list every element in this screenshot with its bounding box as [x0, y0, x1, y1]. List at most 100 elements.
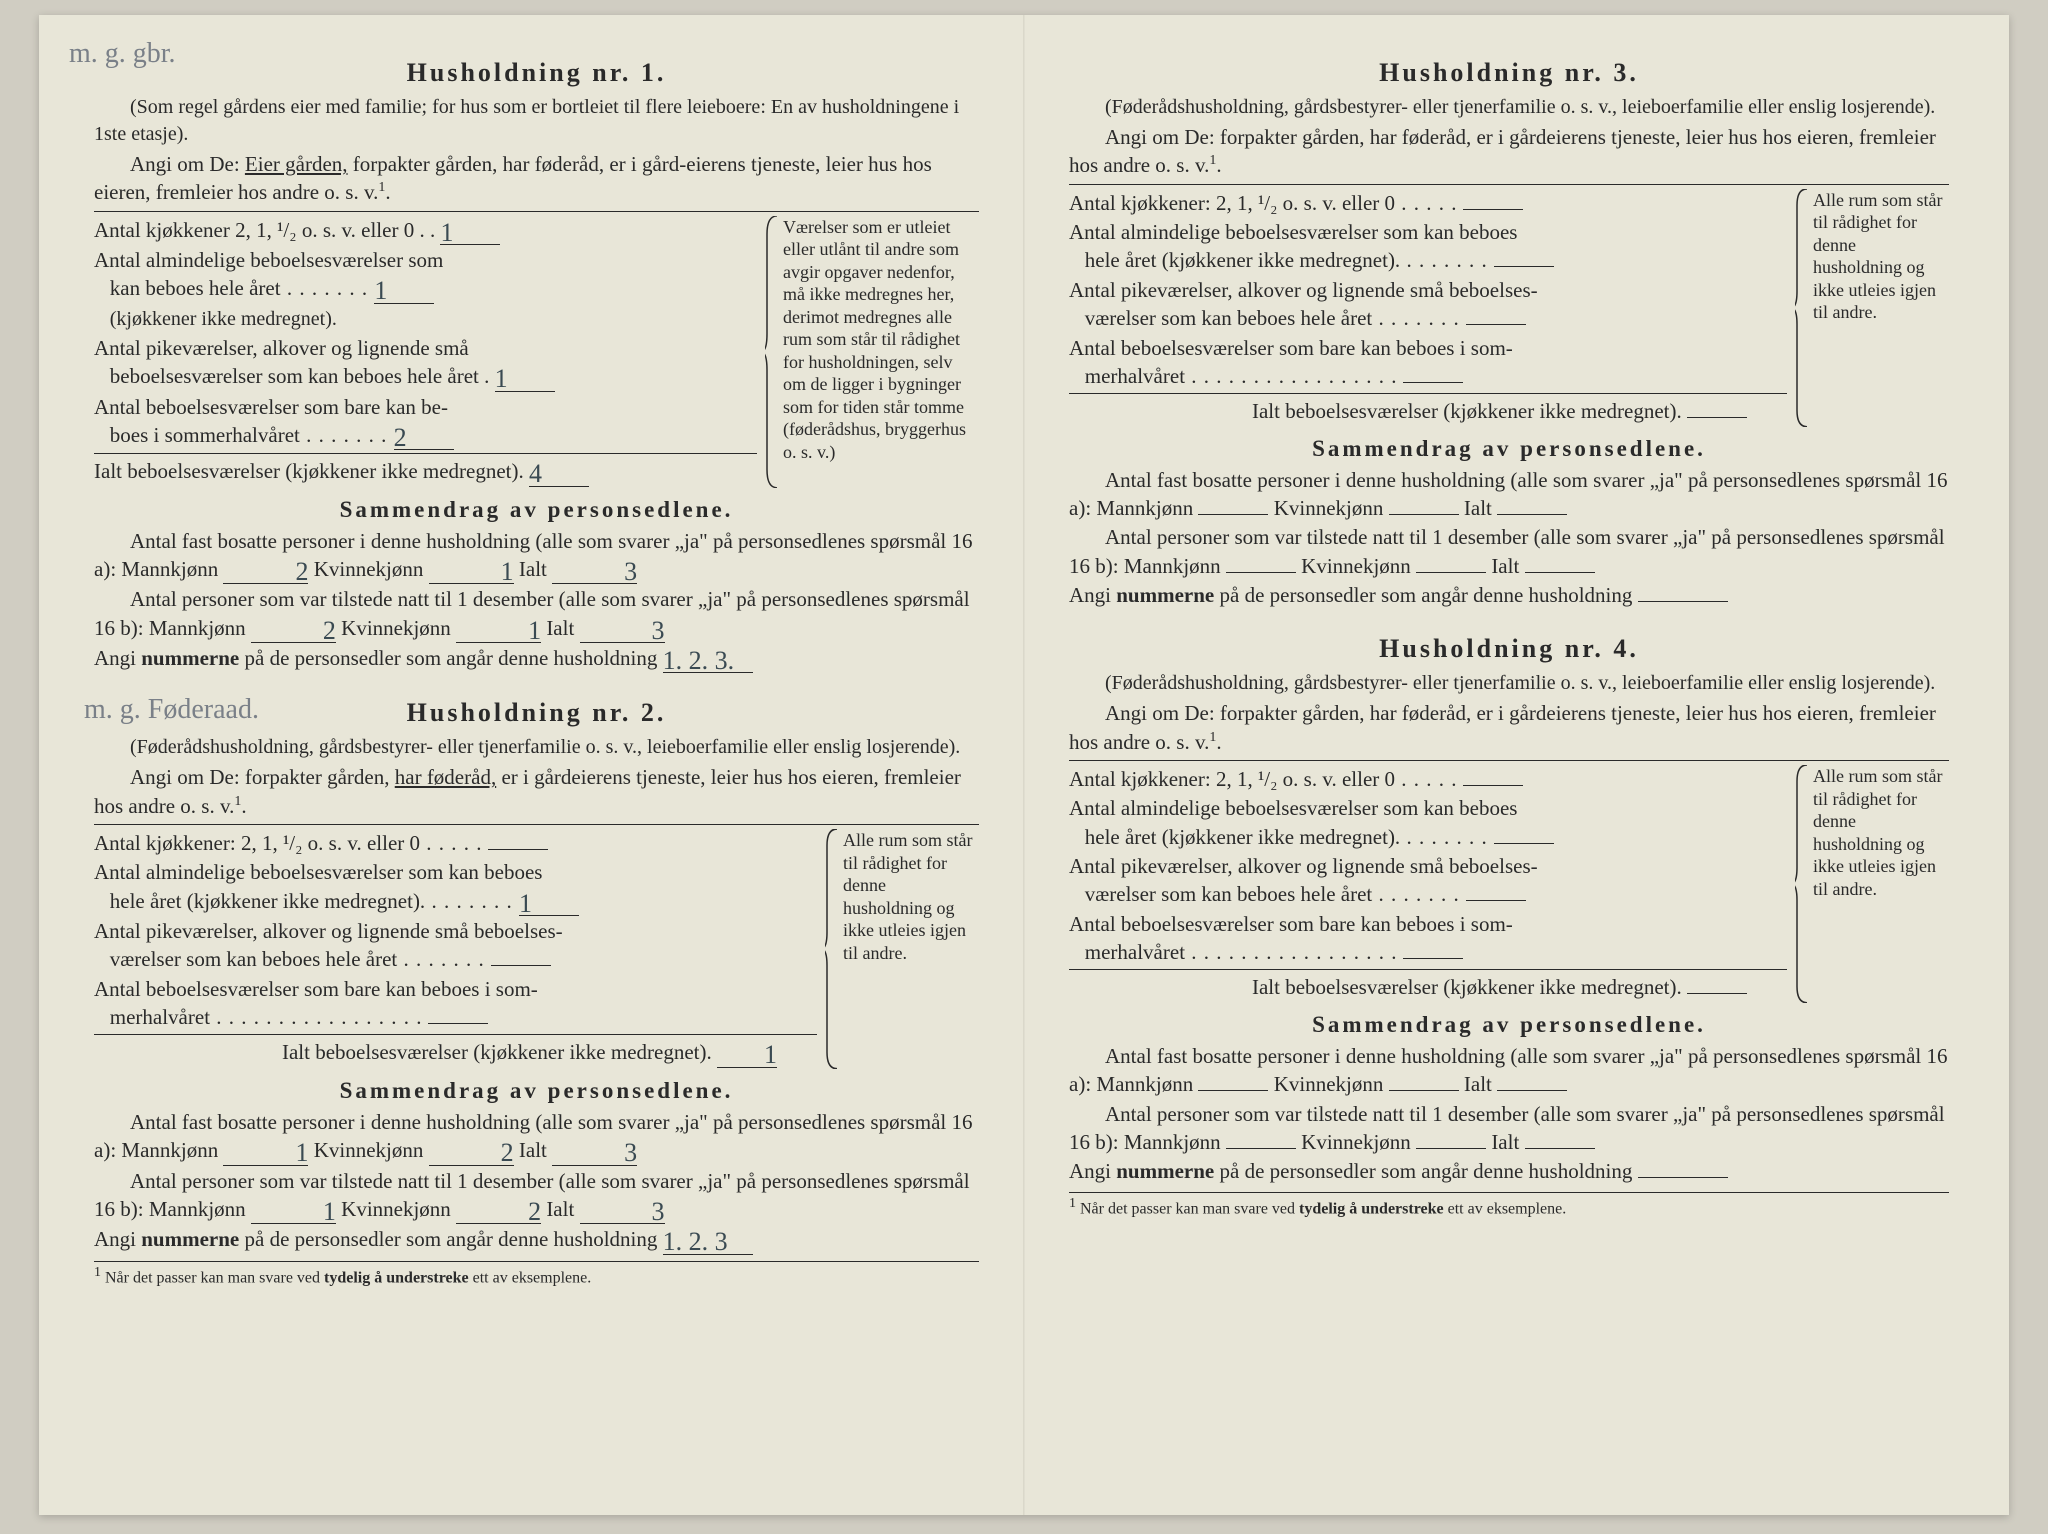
t: Angi om De: forpakter gården,	[130, 765, 395, 789]
hh3-prompt: Angi om De: forpakter gården, har føderå…	[1069, 123, 1949, 180]
tb: nummerne	[141, 646, 239, 670]
label2: kan beboes hele året	[110, 276, 281, 300]
prompt-underlined: Eier gården,	[245, 152, 348, 176]
lbl: Kvinnekjønn	[314, 1138, 424, 1162]
label2: hele året (kjøkkener ikke medregnet).	[1085, 248, 1400, 272]
val: 2	[394, 430, 407, 446]
hh2-sub: Sammendrag av personsedlene.	[94, 1075, 979, 1106]
page-fold	[1023, 15, 1025, 1515]
hh4-prompt: Angi om De: forpakter gården, har føderå…	[1069, 699, 1949, 756]
brace-icon	[1795, 765, 1809, 1003]
tc: på de personsedler som angår denne husho…	[239, 1227, 657, 1251]
hh3-intro: (Føderådshusholdning, gårdsbestyrer- ell…	[1069, 94, 1949, 121]
val: 3	[588, 1145, 637, 1161]
label: Antal beboelsesværelser som bare kan beb…	[1069, 336, 1513, 360]
hh3-s3: Angi nummerne på de personsedler som ang…	[1069, 581, 1949, 609]
hh3-s1: Antal fast bosatte personer i denne hush…	[1069, 466, 1949, 523]
t: Angi	[94, 646, 141, 670]
hh2-s2: Antal personer som var tilstede natt til…	[94, 1167, 979, 1225]
handwritten-annotation: m. g. Føderaad.	[84, 691, 259, 729]
text: Antal fast bosatte personer i denne hush…	[1069, 1044, 1948, 1096]
hh1-s1: Antal fast bosatte personer i denne hush…	[94, 527, 979, 585]
left-page: m. g. gbr. Husholdning nr. 1. (Som regel…	[39, 15, 1024, 1515]
row-summer: Antal beboelsesværelser som bare kan beb…	[1069, 334, 1787, 391]
label: Antal pikeværelser, alkover og lignende …	[94, 919, 563, 943]
note-text: Værelser som er utleiet eller utlånt til…	[783, 217, 966, 462]
row-total: Ialt beboelsesværelser (kjøkkener ikke m…	[1069, 397, 1787, 425]
label2: værelser som kan beboes hele året	[1085, 882, 1372, 906]
rule	[94, 1034, 817, 1035]
hh2-s3: Angi nummerne på de personsedler som ang…	[94, 1225, 979, 1254]
side-note: Alle rum som står til rådighet for denne…	[1799, 765, 1949, 1003]
hh2-intro: (Føderådshusholdning, gårdsbestyrer- ell…	[94, 734, 979, 761]
val: 3	[616, 1204, 665, 1220]
row-small-rooms: Antal pikeværelser, alkover og lignende …	[94, 917, 817, 974]
lbl: Ialt	[546, 616, 574, 640]
note-text: Alle rum som står til rådighet for denne…	[843, 830, 972, 963]
side-note: Værelser som er utleiet eller utlånt til…	[769, 216, 979, 488]
t: Angi om De: forpakter gården, har føderå…	[1069, 701, 1936, 753]
label: Antal beboelsesværelser som bare kan beb…	[1069, 912, 1513, 936]
brace-icon	[765, 216, 779, 488]
row-summer: Antal beboelsesværelser som bare kan beb…	[94, 975, 817, 1032]
val: 1	[259, 1145, 308, 1161]
label: Ialt beboelsesværelser (kjøkkener ikke m…	[1252, 975, 1682, 999]
fnc: ett av eksemplene.	[469, 1269, 592, 1286]
label2: værelser som kan beboes hele året	[110, 947, 397, 971]
label: Antal beboelsesværelser som bare kan beb…	[94, 977, 538, 1001]
label: Antal pikeværelser, alkover og lignende …	[1069, 278, 1538, 302]
lbl: Kvinnekjønn	[1274, 496, 1384, 520]
hh4-s3: Angi nummerne på de personsedler som ang…	[1069, 1157, 1949, 1185]
label2: merhalvåret	[1085, 940, 1185, 964]
row-kitchens: Antal kjøkkener: 2, 1, ¹/₂ o. s. v. elle…	[1069, 765, 1787, 793]
hh2-prompt: Angi om De: forpakter gården, har føderå…	[94, 763, 979, 820]
hh2-rooms-block: Antal kjøkkener: 2, 1, ¹/₂ o. s. v. elle…	[94, 829, 979, 1069]
val: 2	[492, 1204, 541, 1220]
hh3-rooms-block: Antal kjøkkener: 2, 1, ¹/₂ o. s. v. elle…	[1069, 189, 1949, 427]
note-text: Alle rum som står til rådighet for denne…	[1813, 190, 1942, 323]
side-note: Alle rum som står til rådighet for denne…	[829, 829, 979, 1069]
hh3-s2: Antal personer som var tilstede natt til…	[1069, 523, 1949, 580]
row-total: Ialt beboelsesværelser (kjøkkener ikke m…	[94, 457, 757, 486]
text: Antal fast bosatte personer i denne hush…	[1069, 468, 1948, 520]
rule	[94, 453, 757, 454]
tb: nummerne	[141, 1227, 239, 1251]
rule	[1069, 393, 1787, 394]
label: Antal pikeværelser, alkover og lignende …	[1069, 854, 1538, 878]
tb: nummerne	[1116, 583, 1214, 607]
t: Angi om De: forpakter gården, har føderå…	[1069, 125, 1936, 177]
label: Antal almindelige beboelsesværelser som …	[1069, 220, 1517, 244]
val: 1	[492, 623, 541, 639]
lbl: Kvinnekjønn	[1274, 1072, 1384, 1096]
hh1-title: Husholdning nr. 1.	[94, 55, 979, 90]
lbl: Kvinnekjønn	[314, 557, 424, 581]
hh4-s1: Antal fast bosatte personer i denne hush…	[1069, 1042, 1949, 1099]
hh1-s2: Antal personer som var tilstede natt til…	[94, 585, 979, 643]
val: 1	[440, 225, 453, 241]
row-total: Ialt beboelsesværelser (kjøkkener ikke m…	[1069, 973, 1787, 1001]
hh3-title: Husholdning nr. 3.	[1069, 55, 1949, 90]
row-summer: Antal beboelsesværelser som bare kan beb…	[1069, 910, 1787, 967]
hh4-rooms-block: Antal kjøkkener: 2, 1, ¹/₂ o. s. v. elle…	[1069, 765, 1949, 1003]
val: 3	[616, 623, 665, 639]
tu: har føderåd,	[395, 765, 496, 789]
prompt-pre: Angi om De:	[130, 152, 245, 176]
row-rooms-year: Antal almindelige beboelsesværelser som …	[1069, 794, 1787, 851]
row-small-rooms: Antal pikeværelser, alkover og lignende …	[1069, 852, 1787, 909]
label3: (kjøkkener ikke medregnet).	[110, 308, 337, 330]
row-rooms-year: Antal almindelige beboelsesværelser som …	[1069, 218, 1787, 275]
row-rooms-year: Antal almindelige beboelsesværelser som …	[94, 858, 817, 916]
fnc: ett av eksemplene.	[1444, 1200, 1567, 1217]
val: 1. 2. 3	[663, 1234, 728, 1250]
household-4: Husholdning nr. 4. (Føderådshusholdning,…	[1069, 631, 1949, 1219]
household-1: Husholdning nr. 1. (Som regel gårdens ei…	[94, 55, 979, 673]
label: Antal pikeværelser, alkover og lignende …	[94, 336, 469, 360]
hh4-title: Husholdning nr. 4.	[1069, 631, 1949, 666]
val: 2	[259, 564, 308, 580]
label: Ialt beboelsesværelser (kjøkkener ikke m…	[1252, 399, 1682, 423]
label: Antal kjøkkener: 2, 1, ¹/₂ o. s. v. elle…	[94, 831, 420, 855]
rule	[1069, 969, 1787, 970]
rule	[1069, 760, 1949, 761]
hh1-s3: Angi nummerne på de personsedler som ang…	[94, 644, 979, 673]
val: 2	[287, 623, 336, 639]
